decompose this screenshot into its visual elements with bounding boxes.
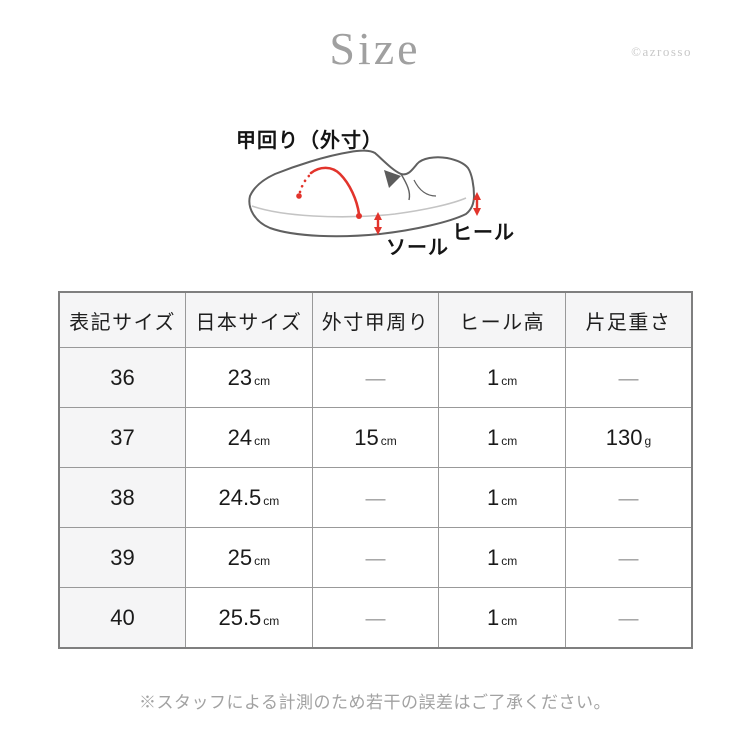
table-cell: 25.5 cm xyxy=(185,587,313,649)
instep-label: 甲回り（外寸） xyxy=(236,130,383,152)
table-cell: — xyxy=(564,587,693,649)
cell-value: 1 xyxy=(486,364,500,390)
table-cell: — xyxy=(311,587,440,649)
collar-inner-line-2 xyxy=(413,179,437,197)
cell-unit: cm xyxy=(254,553,271,568)
table-cell: 1 cm xyxy=(438,467,566,528)
cell-unit: cm xyxy=(263,613,280,628)
cell-unit: cm xyxy=(501,613,518,628)
cell-unit: cm xyxy=(263,493,280,508)
cell-unit: g xyxy=(644,433,652,448)
shoe-opening-shadow xyxy=(384,170,401,188)
table-cell: — xyxy=(564,347,693,408)
shoe-illustration xyxy=(248,149,481,238)
table-body: 36 23 cm —1 cm —37 24 cm 15 cm 1 cm 130 g 38 24.5 cm —1 cm… xyxy=(58,347,693,649)
column-header: 片足重さ xyxy=(564,291,693,348)
cell-unit: cm xyxy=(501,493,518,508)
table-row: 37 24 cm 15 cm 1 cm 130 g xyxy=(58,407,693,468)
sole-arrow-icon xyxy=(374,212,382,235)
table-cell: 1 cm xyxy=(438,407,566,468)
page-title: Size xyxy=(329,23,421,74)
empty-dash: — xyxy=(365,607,386,630)
brand-watermark: ©azrosso xyxy=(631,44,692,59)
table-cell: 23 cm xyxy=(185,347,313,408)
row-size-cell: 37 xyxy=(58,407,187,468)
table-cell: 1 cm xyxy=(438,587,566,649)
cell-unit: cm xyxy=(501,553,518,568)
size-table: 表記サイズ 日本サイズ 外寸甲周り ヒール高 片足重さ 36 23 cm —1 cm —37 24 c… xyxy=(58,291,693,649)
sole-label: ソール xyxy=(386,237,449,259)
table-row: 36 23 cm —1 cm — xyxy=(58,347,693,408)
instep-arc xyxy=(309,166,361,216)
column-header: 日本サイズ xyxy=(185,291,313,348)
table-cell: — xyxy=(564,527,693,588)
column-header: ヒール高 xyxy=(438,291,566,348)
row-size-cell: 36 xyxy=(58,347,187,408)
table-cell: 15 cm xyxy=(311,407,440,468)
cell-value: 24 xyxy=(227,424,253,450)
cell-value: 130 xyxy=(605,424,643,450)
heel-arrow-icon xyxy=(473,192,481,216)
table-cell: — xyxy=(311,347,440,408)
cell-value: 23 xyxy=(227,364,253,390)
cell-value: 25.5 xyxy=(218,604,262,630)
cell-value: 1 xyxy=(486,484,500,510)
measurement-disclaimer: ※スタッフによる計測のため若干の誤差はご了承ください。 xyxy=(139,693,611,712)
instep-arc-dotted xyxy=(298,172,313,194)
table-cell: — xyxy=(311,527,440,588)
empty-dash: — xyxy=(618,547,639,570)
header-row: 表記サイズ 日本サイズ 外寸甲周り ヒール高 片足重さ xyxy=(58,291,693,348)
table-row: 39 25 cm —1 cm — xyxy=(58,527,693,588)
table-cell: — xyxy=(311,467,440,528)
cell-value: 38 xyxy=(110,484,135,510)
table-row: 38 24.5 cm —1 cm — xyxy=(58,467,693,528)
cell-value: 1 xyxy=(486,544,500,570)
heel-label: ヒール xyxy=(452,222,515,244)
instep-arc-start-dot xyxy=(296,193,302,199)
cell-unit: cm xyxy=(501,373,518,388)
cell-value: 24.5 xyxy=(218,484,262,510)
instep-arc-end-dot xyxy=(356,213,362,219)
table-row: 40 25.5 cm —1 cm — xyxy=(58,587,693,649)
row-size-cell: 39 xyxy=(58,527,187,588)
cell-value: 15 xyxy=(354,424,379,450)
empty-dash: — xyxy=(365,547,386,570)
sole-top-line xyxy=(251,197,467,218)
cell-unit: cm xyxy=(254,373,271,388)
empty-dash: — xyxy=(618,487,639,510)
cell-unit: cm xyxy=(380,433,397,448)
table-cell: — xyxy=(564,467,693,528)
table-cell: 1 cm xyxy=(438,527,566,588)
cell-value: 1 xyxy=(486,424,500,450)
table-cell: 1 cm xyxy=(438,347,566,408)
row-size-cell: 40 xyxy=(58,587,187,649)
shoe-measurement-diagram: 甲回り（外寸） ソール ヒール xyxy=(0,0,750,280)
empty-dash: — xyxy=(618,367,639,390)
table-cell: 24 cm xyxy=(185,407,313,468)
table-cell: 130 g xyxy=(564,407,693,468)
cell-unit: cm xyxy=(254,433,271,448)
table-cell: 25 cm xyxy=(185,527,313,588)
cell-value: 40 xyxy=(110,604,135,630)
cell-value: 36 xyxy=(110,364,135,390)
cell-value: 25 xyxy=(227,544,253,570)
column-header: 表記サイズ xyxy=(58,291,187,348)
cell-value: 37 xyxy=(110,424,135,450)
table-cell: 24.5 cm xyxy=(185,467,313,528)
empty-dash: — xyxy=(365,487,386,510)
cell-value: 1 xyxy=(486,604,500,630)
cell-value: 39 xyxy=(110,544,135,570)
empty-dash: — xyxy=(365,367,386,390)
column-header: 外寸甲周り xyxy=(311,291,440,348)
empty-dash: — xyxy=(618,607,639,630)
row-size-cell: 38 xyxy=(58,467,187,528)
cell-unit: cm xyxy=(501,433,518,448)
collar-inner-line xyxy=(400,173,411,201)
shoe-outline xyxy=(248,149,475,238)
